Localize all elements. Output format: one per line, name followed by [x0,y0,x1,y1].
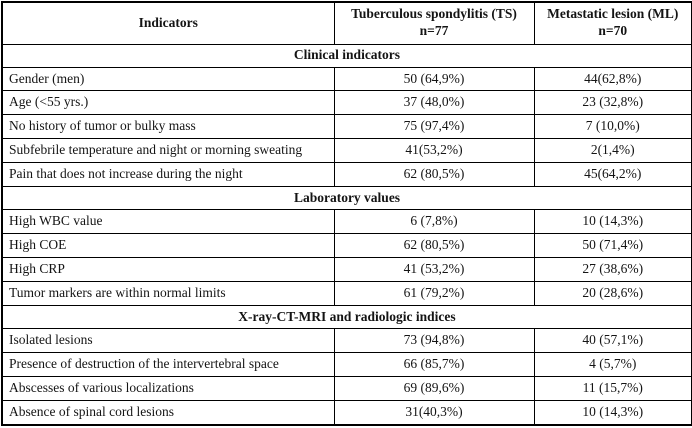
section-header-row: Laboratory values [1,186,692,211]
col-header-ml: Metastatic lesion (ML) n=70 [533,1,692,45]
ts-value-cell: 75 (97,4%) [333,114,535,140]
indicator-cell: Isolated lesions [1,328,335,354]
ts-value-cell: 31(40,3%) [333,399,535,426]
table-row: Tumor markers are within normal limits 61… [1,281,692,307]
table-row: Isolated lesions 73 (94,8%) 40 (57,1%) [1,328,692,354]
ml-value-cell: 10 (14,3%) [533,399,692,426]
col-header-ts: Tuberculous spondylitis (TS) n=77 [333,1,535,45]
indicator-cell: Gender (men) [1,66,335,92]
table-row: Pain that does not increase during the n… [1,162,692,188]
ml-value-cell: 7 (10,0%) [533,114,692,140]
col-header-ts-line2: n=77 [419,23,449,39]
ts-value-cell: 73 (94,8%) [333,328,535,354]
section-header-row: X-ray-CT-MRI and radiologic indices [1,305,692,330]
indicator-cell: Abscesses of various localizations [1,375,335,401]
col-header-ml-line2: n=70 [598,23,628,39]
ts-value-cell: 50 (64,9%) [333,66,535,92]
table-row: Age (<55 yrs.) 37 (48,0%) 23 (32,8%) [1,90,692,116]
ml-value-cell: 11 (15,7%) [533,375,692,401]
ml-value-cell: 23 (32,8%) [533,90,692,116]
ts-value-cell: 66 (85,7%) [333,352,535,377]
ml-value-cell: 50 (71,4%) [533,233,692,259]
indicator-cell: Age (<55 yrs.) [1,90,335,116]
indicator-cell: Presence of destruction of the intervert… [1,352,335,377]
table-row: No history of tumor or bulky mass 75 (97,… [1,114,692,140]
table-row: Gender (men) 50 (64,9%) 44(62,8%) [1,66,692,92]
ml-value-cell: 4 (5,7%) [533,352,692,377]
table-row: Presence of destruction of the intervert… [1,352,692,377]
table-row: Absence of spinal cord lesions 31(40,3%) 1… [1,399,692,426]
ml-value-cell: 10 (14,3%) [533,209,692,235]
table-row: Subfebrile temperature and night or morn… [1,138,692,164]
col-header-indicators: Indicators [1,1,335,45]
section-title: Clinical indicators [1,43,692,68]
indicator-cell: Subfebrile temperature and night or morn… [1,138,335,164]
table-row: Abscesses of various localizations 69 (89… [1,375,692,401]
ts-value-cell: 41 (53,2%) [333,257,535,283]
ts-value-cell: 41(53,2%) [333,138,535,164]
ml-value-cell: 2(1,4%) [533,138,692,164]
indicator-cell: Absence of spinal cord lesions [1,399,335,426]
ts-value-cell: 6 (7,8%) [333,209,535,235]
ts-value-cell: 62 (80,5%) [333,233,535,259]
table-row: High WBC value 6 (7,8%) 10 (14,3%) [1,209,692,235]
indicator-cell: High WBC value [1,209,335,235]
table-row: High COE 62 (80,5%) 50 (71,4%) [1,233,692,259]
ml-value-cell: 40 (57,1%) [533,328,692,354]
section-title: X-ray-CT-MRI and radiologic indices [1,305,692,330]
ts-value-cell: 61 (79,2%) [333,281,535,307]
ml-value-cell: 20 (28,6%) [533,281,692,307]
indicator-cell: Tumor markers are within normal limits [1,281,335,307]
ts-value-cell: 62 (80,5%) [333,162,535,188]
table-row: High CRP 41 (53,2%) 27 (38,6%) [1,257,692,283]
indicator-cell: High COE [1,233,335,259]
section-title: Laboratory values [1,186,692,211]
col-header-ml-line1: Metastatic lesion (ML) [547,6,679,22]
ml-value-cell: 27 (38,6%) [533,257,692,283]
col-header-ts-line1: Tuberculous spondylitis (TS) [351,6,517,22]
ts-value-cell: 69 (89,6%) [333,375,535,401]
table-header-row: Indicators Tuberculous spondylitis (TS) … [1,1,692,45]
indicator-cell: No history of tumor or bulky mass [1,114,335,140]
indicator-cell: High CRP [1,257,335,283]
ml-value-cell: 44(62,8%) [533,66,692,92]
ts-value-cell: 37 (48,0%) [333,90,535,116]
section-header-row: Clinical indicators [1,43,692,68]
indicator-cell: Pain that does not increase during the n… [1,162,335,188]
ml-value-cell: 45(64,2%) [533,162,692,188]
